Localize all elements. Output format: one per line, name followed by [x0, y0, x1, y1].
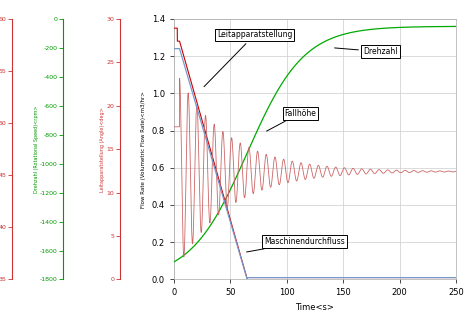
Text: Maschinendurchfluss: Maschinendurchfluss	[247, 237, 345, 252]
Text: Leitapparatstellung: Leitapparatstellung	[204, 30, 292, 87]
X-axis label: Time<s>: Time<s>	[296, 303, 334, 312]
Y-axis label: Leitapparatstellung (Angle)<deg>: Leitapparatstellung (Angle)<deg>	[100, 107, 105, 192]
Y-axis label: Drehzahl (Rotational Speed)<rpm>: Drehzahl (Rotational Speed)<rpm>	[34, 106, 39, 193]
Text: Drehzahl: Drehzahl	[335, 47, 398, 56]
Y-axis label: Flow Rate (Volumetric Flow Rate)<m3/hr>: Flow Rate (Volumetric Flow Rate)<m3/hr>	[141, 91, 146, 208]
Text: Fallhöhe: Fallhöhe	[266, 109, 316, 131]
